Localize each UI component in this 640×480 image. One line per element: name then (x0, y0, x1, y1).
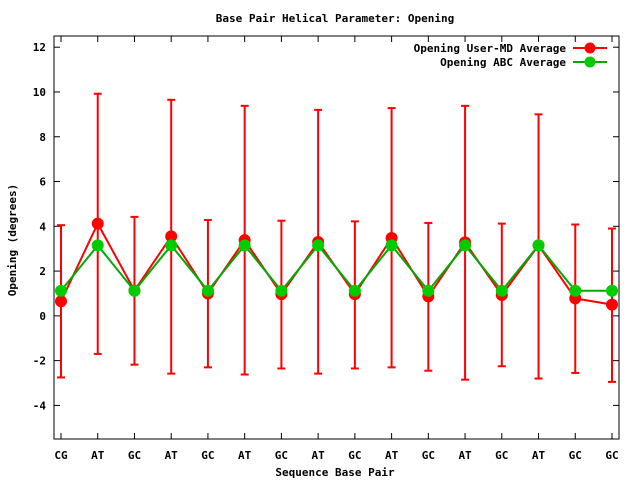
data-point (495, 284, 508, 297)
plot-frame (53, 35, 620, 440)
data-point (238, 239, 251, 252)
y-tick-label: 12 (33, 41, 46, 54)
x-tick-label: GC (128, 449, 141, 462)
data-point (385, 239, 398, 252)
data-point (55, 284, 67, 297)
y-tick-label: -2 (33, 355, 46, 368)
y-tick-label: 8 (39, 131, 46, 144)
legend-swatch-marker (584, 42, 596, 54)
data-point (312, 239, 325, 252)
x-tick-label: AT (238, 449, 252, 462)
series-line (60, 243, 612, 293)
data-point (91, 217, 104, 230)
x-tick-label: GC (495, 449, 508, 462)
x-tick-label: GC (201, 449, 214, 462)
data-point (55, 295, 67, 308)
data-point (201, 284, 214, 297)
y-axis-label: Opening (degrees) (6, 184, 19, 297)
y-tick-label: 10 (33, 86, 46, 99)
y-tick-label: 6 (39, 176, 46, 189)
x-tick-label: GC (605, 449, 618, 462)
data-point (532, 239, 545, 252)
x-tick-label: AT (532, 449, 546, 462)
x-tick-label: GC (422, 449, 435, 462)
x-tick-label: GC (348, 449, 361, 462)
legend-swatch-marker (584, 56, 596, 68)
x-tick-label: AT (385, 449, 399, 462)
y-tick-label: -4 (33, 399, 47, 412)
data-point (606, 284, 618, 297)
data-point (165, 239, 178, 252)
data-point (569, 284, 582, 297)
data-point (91, 239, 104, 252)
series-layer (55, 92, 618, 383)
data-point (348, 284, 361, 297)
x-tick-label: AT (458, 449, 472, 462)
chart-title: Base Pair Helical Parameter: Opening (216, 12, 454, 25)
x-tick-label: GC (275, 449, 288, 462)
axes: -4 -2 0 2 4 6 8 10 12 CG AT GC AT GC AT GC AT GC AT GC AT GC A… (33, 35, 620, 462)
x-tick-label: CG (54, 449, 68, 462)
data-point (128, 284, 141, 297)
y-tick-label: 4 (39, 220, 46, 233)
data-point (275, 284, 288, 297)
series-2 (55, 239, 618, 297)
x-tick-label: AT (165, 449, 179, 462)
x-tick-label: AT (91, 449, 105, 462)
legend-label: Opening User-MD Average (414, 42, 567, 55)
legend-label: Opening ABC Average (440, 56, 566, 69)
y-tick-label: 2 (39, 265, 46, 278)
x-tick-label: GC (569, 449, 582, 462)
data-point (459, 239, 472, 252)
data-point (606, 298, 618, 311)
y-tick-label: 0 (39, 310, 46, 323)
x-axis-label: Sequence Base Pair (275, 466, 395, 479)
x-tick-label: AT (312, 449, 326, 462)
data-point (422, 284, 435, 297)
